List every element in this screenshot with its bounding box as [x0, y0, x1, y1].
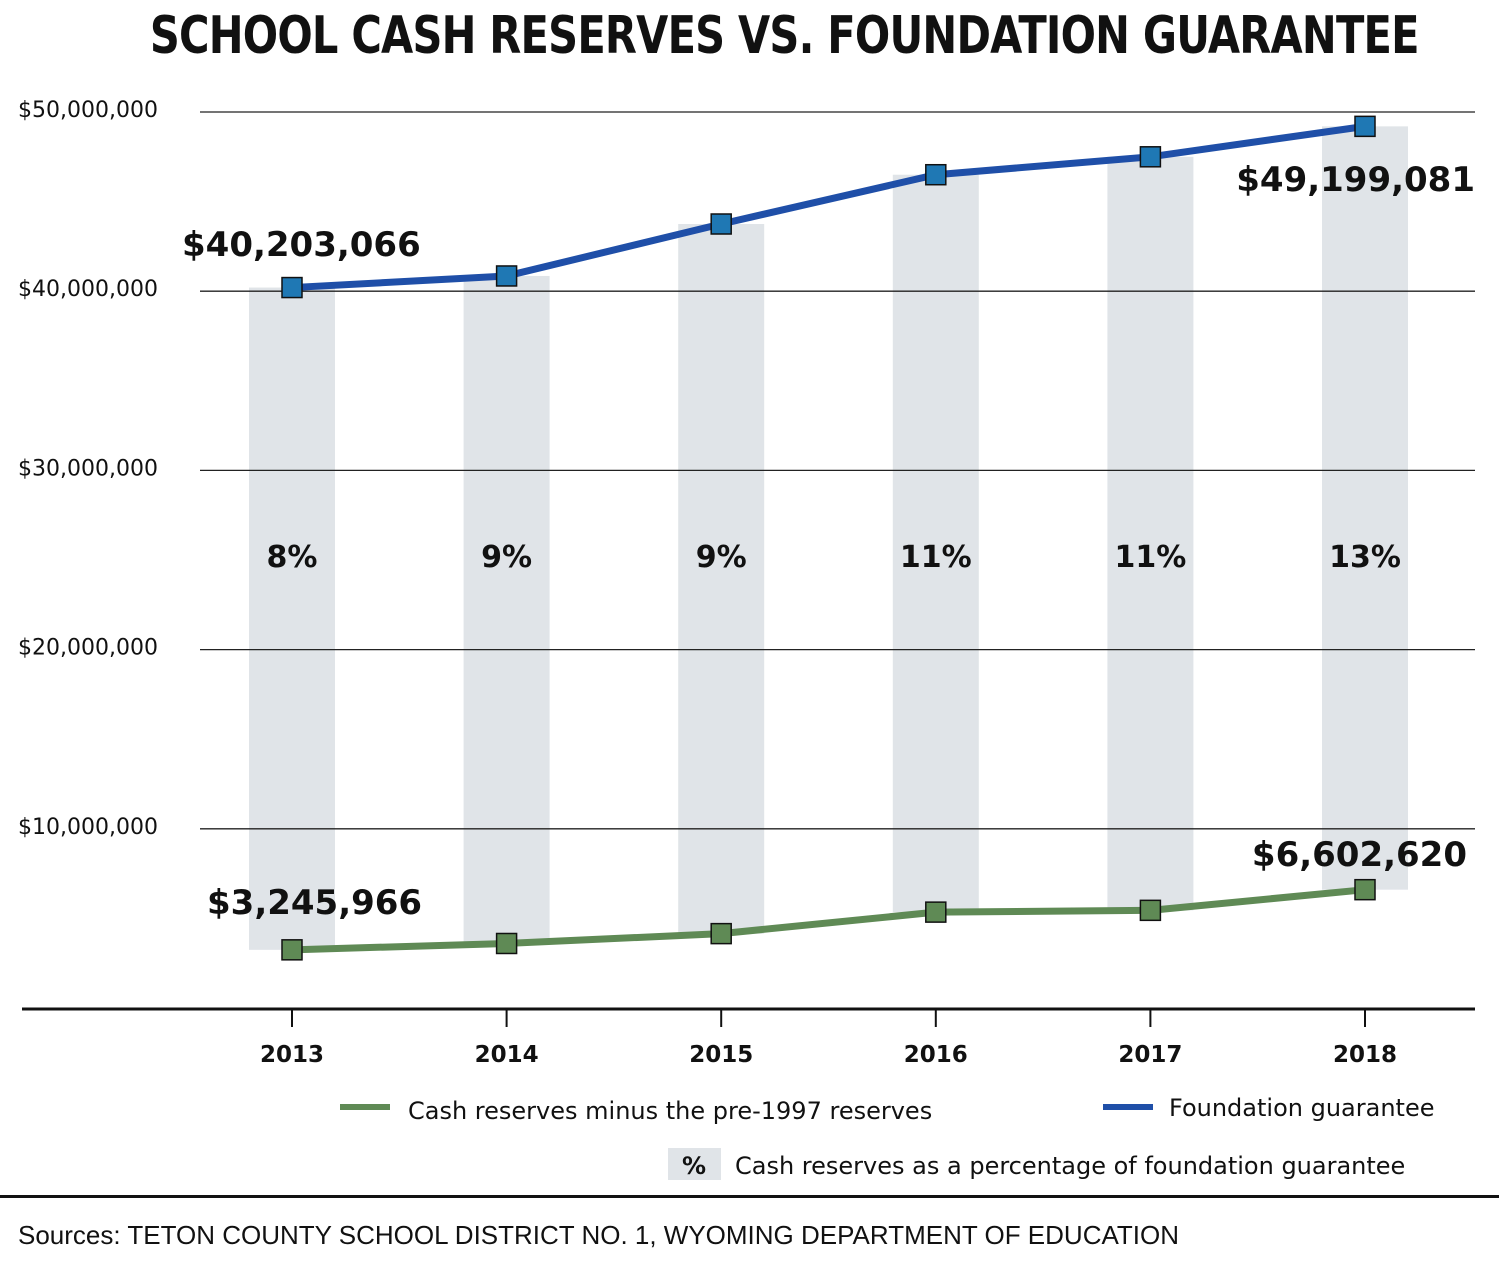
legend-label-foundation: Foundation guarantee	[1169, 1094, 1434, 1122]
y-tick-label: $10,000,000	[18, 815, 158, 840]
x-tick-label: 2018	[1333, 1042, 1397, 1068]
cash-point	[1139, 899, 1162, 922]
series-line-foundation	[291, 122, 1366, 292]
source-note: Sources: TETON COUNTY SCHOOL DISTRICT NO…	[18, 1220, 1179, 1250]
legend-label-pct: Cash reserves as a percentage of foundat…	[735, 1152, 1405, 1180]
pct-bar	[678, 224, 765, 934]
pct-label: 13%	[1329, 540, 1401, 575]
series-line-cash	[291, 886, 1366, 954]
pct-bar	[1322, 126, 1408, 890]
foundation-point	[925, 163, 947, 186]
x-tick-label: 2015	[689, 1042, 753, 1068]
cash-point	[1354, 878, 1376, 901]
x-tick-label: 2017	[1118, 1042, 1182, 1068]
legend-swatch-pct	[668, 1148, 721, 1180]
legend-label-cash: Cash reserves minus the pre-1997 reserve…	[408, 1097, 932, 1125]
y-tick-label: $20,000,000	[18, 636, 158, 661]
legend: Cash reserves minus the pre-1997 reserve…	[340, 1094, 1434, 1180]
cash-point	[925, 901, 947, 923]
cash-point	[281, 939, 303, 961]
cash-point	[710, 922, 732, 945]
annotation-cash-last: $6,602,620	[1252, 835, 1467, 875]
foundation-point	[1139, 146, 1162, 168]
pct-bar	[1107, 156, 1194, 911]
lines-layer	[281, 115, 1376, 961]
pct-labels: 8% 9% 9% 11% 11% 13%	[267, 540, 1401, 575]
y-tick-label: $40,000,000	[18, 277, 158, 302]
x-axis: 2013 2014 2015 2016 2017 2018	[22, 1007, 1475, 1068]
annotation-foundation-last: $49,199,081	[1236, 160, 1475, 200]
foundation-point	[1354, 115, 1376, 138]
foundation-point	[710, 213, 732, 235]
pct-bar	[463, 275, 550, 944]
chart: $10,000,000 $20,000,000 $30,000,000 $40,000…	[18, 98, 1475, 1180]
y-tick-label: $50,000,000	[18, 98, 158, 123]
foundation-point	[281, 276, 303, 299]
pct-bar	[249, 287, 335, 950]
pct-label: 9%	[696, 540, 747, 575]
grid-layer: $10,000,000 $20,000,000 $30,000,000 $40,000…	[18, 98, 1475, 840]
pct-label: 9%	[481, 540, 532, 575]
annotations: $40,203,066 $49,199,081 $3,245,966 $6,602,6…	[182, 160, 1475, 923]
pct-label: 11%	[900, 540, 972, 575]
y-tick-label: $30,000,000	[18, 456, 158, 481]
pct-bar	[892, 174, 979, 913]
source-divider	[0, 1195, 1499, 1198]
bars-layer	[249, 126, 1408, 950]
pct-label: 11%	[1114, 540, 1186, 575]
chart-title: SCHOOL CASH RESERVES VS. FOUNDATION GUAR…	[149, 6, 1420, 66]
annotation-foundation-first: $40,203,066	[182, 225, 421, 265]
foundation-point	[495, 265, 518, 287]
x-tick-label: 2013	[260, 1042, 324, 1068]
x-tick-label: 2016	[904, 1042, 968, 1068]
annotation-cash-first: $3,245,966	[207, 883, 422, 923]
legend-pct-symbol: %	[682, 1152, 706, 1180]
cash-point	[495, 932, 518, 955]
x-tick-label: 2014	[475, 1042, 539, 1068]
pct-label: 8%	[267, 540, 318, 575]
